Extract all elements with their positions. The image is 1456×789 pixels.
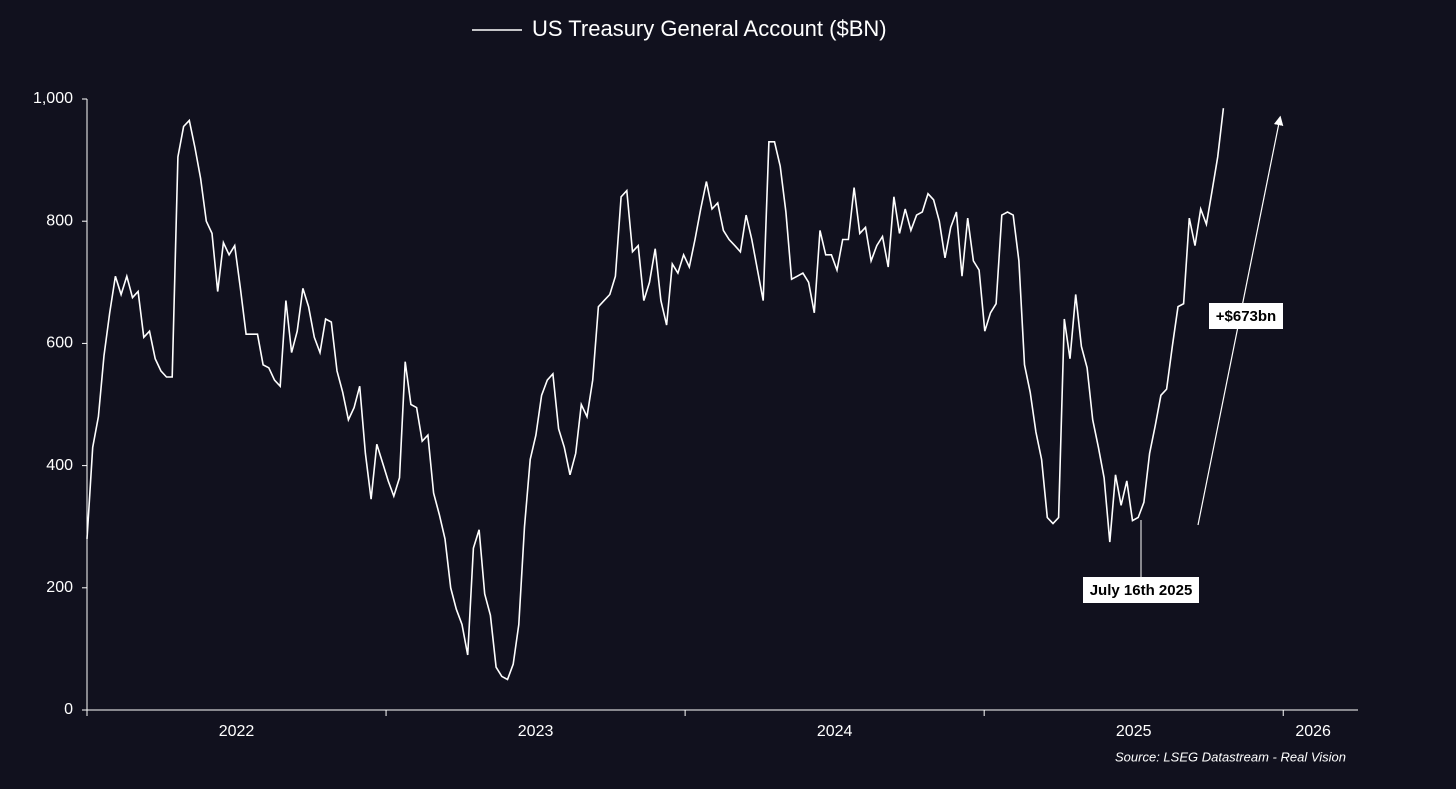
source: Source: LSEG Datastream - Real Vision <box>1115 749 1346 764</box>
line <box>86 108 1225 681</box>
x-tick-label: 2026 <box>1295 723 1331 740</box>
y-tick-label: 800 <box>46 212 73 229</box>
annotation-box <box>1209 303 1283 329</box>
annotation: +$673bn <box>1216 308 1276 325</box>
annotation: July 16th 2025 <box>1090 582 1193 599</box>
annotation-box <box>1083 577 1199 603</box>
y-tick-label: 400 <box>46 457 73 474</box>
chart-title: US Treasury General Account ($BN) <box>532 16 887 41</box>
x-tick-label: 2022 <box>219 723 255 740</box>
x-tick-label: 2023 <box>518 723 554 740</box>
y-tick-label: 600 <box>46 335 73 352</box>
y-tick-label: 1,000 <box>33 90 73 107</box>
x-tick-label: 2024 <box>817 723 853 740</box>
y-tick-label: 200 <box>46 579 73 596</box>
y-tick-label: 0 <box>64 701 73 718</box>
x-tick-label: 2025 <box>1116 723 1152 740</box>
